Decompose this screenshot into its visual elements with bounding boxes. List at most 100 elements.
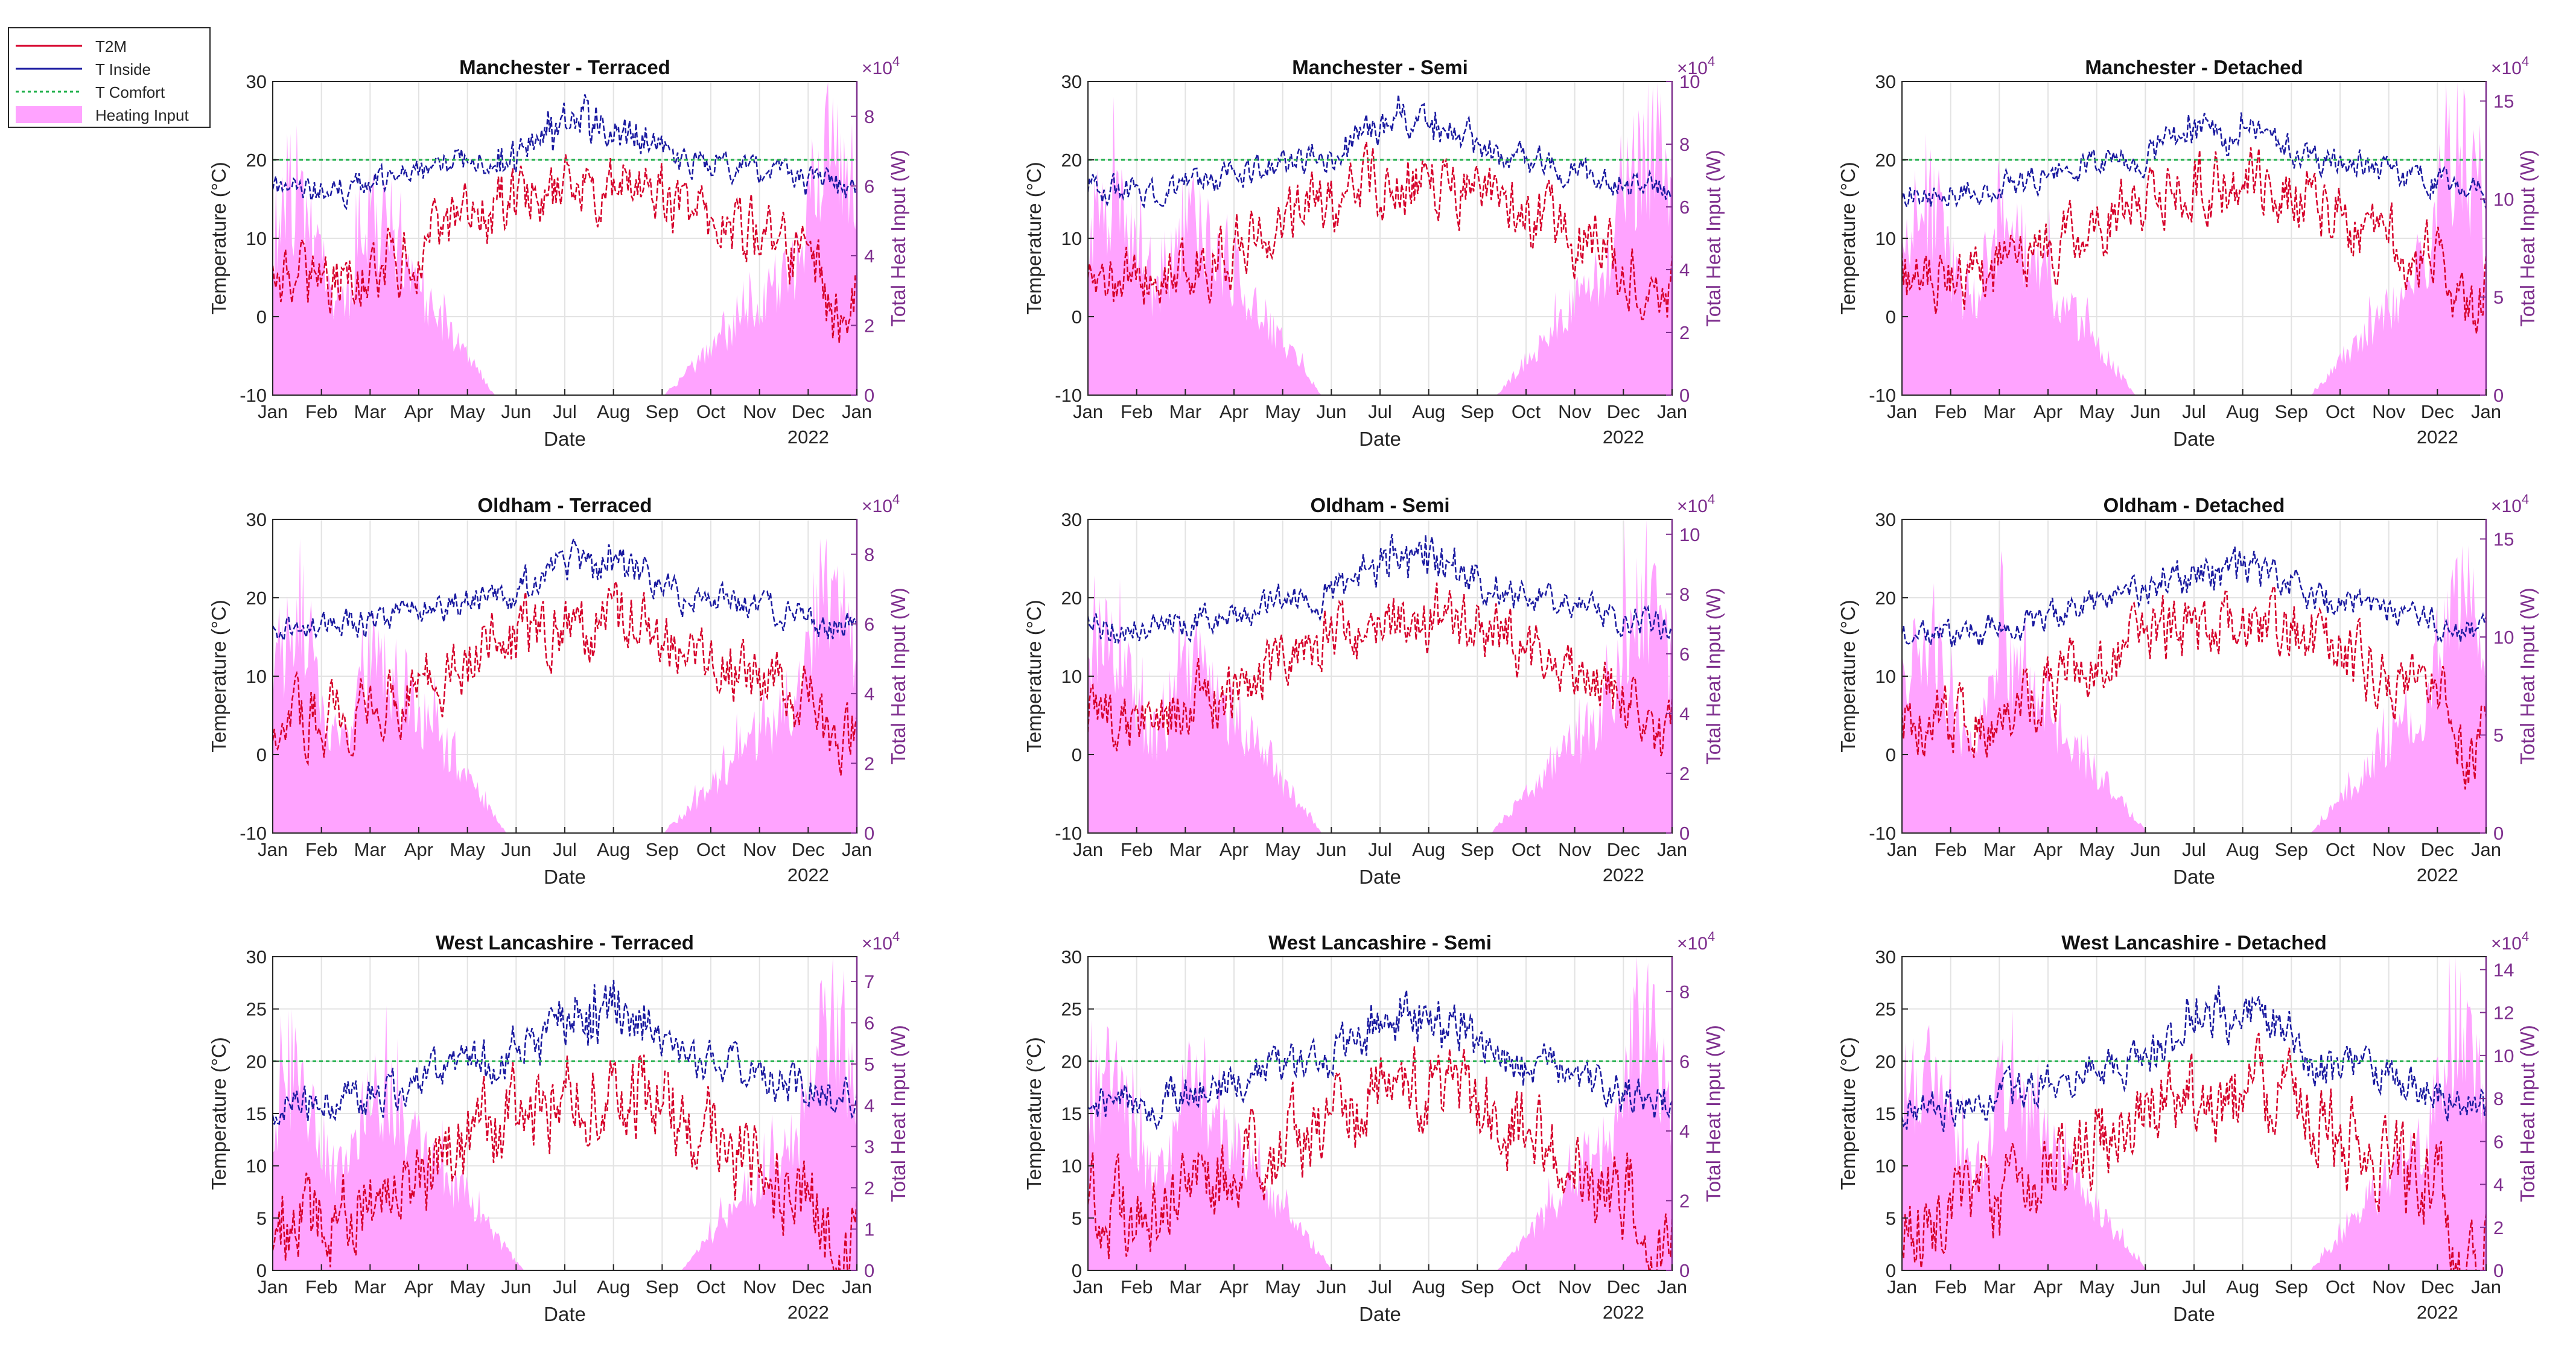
y2-tick-label: 0 bbox=[1679, 385, 1690, 406]
temperature-series bbox=[1902, 112, 2486, 334]
y-tick-label: 0 bbox=[1886, 1260, 1896, 1281]
y-tick-label: 20 bbox=[246, 1051, 267, 1072]
x-tick-label: Jun bbox=[501, 401, 531, 422]
x-tick-label: Apr bbox=[404, 1276, 433, 1297]
year-label: 2022 bbox=[787, 864, 829, 886]
x-tick-label: Jun bbox=[501, 839, 531, 860]
y2-tick-label: 6 bbox=[1679, 644, 1690, 665]
y2-axis-label: Total Heat Input (W) bbox=[887, 150, 909, 326]
y2-tick-label: 6 bbox=[864, 176, 874, 197]
x-tick-label: Oct bbox=[2326, 839, 2355, 860]
y-tick-label: 30 bbox=[1061, 509, 1082, 530]
x-tick-label: Apr bbox=[1220, 1276, 1248, 1297]
temperature-series bbox=[273, 94, 857, 343]
t-inside-line bbox=[1088, 94, 1672, 209]
t-inside-line bbox=[273, 536, 857, 644]
heating-input-area bbox=[1902, 81, 2486, 395]
y2-tick-label: 4 bbox=[1679, 1121, 1690, 1142]
x-tick-label: Jan bbox=[1657, 839, 1687, 860]
heating-input-series bbox=[273, 81, 857, 395]
x-tick-label: Nov bbox=[1558, 839, 1592, 860]
y-tick-label: 20 bbox=[1061, 1051, 1082, 1072]
x-axis-label: Date bbox=[544, 1303, 586, 1325]
y2-exponent-label: ×104 bbox=[2491, 54, 2529, 78]
y2-tick-label: 0 bbox=[864, 1260, 874, 1281]
x-tick-label: Sep bbox=[646, 401, 679, 422]
x-tick-label: Jan bbox=[2471, 1276, 2501, 1297]
x-tick-label: Nov bbox=[743, 401, 777, 422]
y2-tick-label: 15 bbox=[2493, 91, 2514, 112]
y-axis-label: Temperature (°C) bbox=[1023, 162, 1045, 314]
panel-title: Oldham - Semi bbox=[1310, 494, 1449, 516]
y2-axis-label: Total Heat Input (W) bbox=[2516, 150, 2539, 326]
y-tick-label: 0 bbox=[1886, 744, 1896, 765]
y2-tick-label: 5 bbox=[864, 1054, 874, 1075]
x-tick-label: May bbox=[1265, 401, 1300, 422]
x-tick-label: Dec bbox=[792, 401, 825, 422]
x-tick-label: Jan bbox=[1887, 1276, 1917, 1297]
x-tick-label: Feb bbox=[305, 401, 337, 422]
y2-tick-label: 0 bbox=[2493, 385, 2504, 406]
x-tick-label: Jul bbox=[1368, 839, 1392, 860]
x-tick-label: Aug bbox=[597, 1276, 630, 1297]
heating-input-area bbox=[1902, 957, 2486, 1270]
y2-tick-label: 8 bbox=[2493, 1088, 2504, 1109]
y-tick-label: 20 bbox=[1061, 588, 1082, 609]
heating-input-series bbox=[1088, 957, 1672, 1270]
heating-input-series bbox=[1902, 545, 2486, 833]
x-tick-label: Aug bbox=[1412, 839, 1445, 860]
x-tick-label: Mar bbox=[1169, 401, 1201, 422]
year-label: 2022 bbox=[1603, 426, 1644, 448]
y-tick-label: -10 bbox=[1055, 823, 1082, 844]
x-tick-label: Nov bbox=[2372, 401, 2406, 422]
y-tick-label: 5 bbox=[1886, 1208, 1896, 1229]
exponent-base: ×10 bbox=[2491, 496, 2522, 516]
y2-tick-label: 0 bbox=[864, 385, 874, 406]
x-tick-label: May bbox=[2079, 1276, 2114, 1297]
x-tick-label: Nov bbox=[743, 1276, 777, 1297]
y2-tick-label: 15 bbox=[2493, 529, 2514, 550]
x-tick-label: Apr bbox=[2034, 839, 2062, 860]
x-tick-label: Jun bbox=[2130, 839, 2160, 860]
x-tick-label: Jun bbox=[1316, 839, 1346, 860]
y2-tick-label: 8 bbox=[1679, 981, 1690, 1003]
y2-tick-label: 6 bbox=[864, 1012, 874, 1033]
x-tick-label: Sep bbox=[1461, 839, 1494, 860]
x-tick-label: May bbox=[450, 1276, 485, 1297]
y2-tick-label: 0 bbox=[2493, 1260, 2504, 1281]
y2-tick-label: 8 bbox=[1679, 584, 1690, 605]
x-tick-label: Jan bbox=[1887, 401, 1917, 422]
x-tick-label: May bbox=[1265, 1276, 1300, 1297]
exponent-base: ×10 bbox=[862, 59, 892, 78]
x-tick-label: Sep bbox=[2275, 1276, 2308, 1297]
y-tick-label: 30 bbox=[1061, 946, 1082, 968]
year-label: 2022 bbox=[1603, 864, 1644, 886]
y-tick-label: 10 bbox=[1061, 1156, 1082, 1177]
y-tick-label: -10 bbox=[1869, 385, 1896, 406]
t-inside-line bbox=[1902, 546, 2486, 648]
x-tick-label: Sep bbox=[646, 839, 679, 860]
y2-tick-label: 10 bbox=[1679, 524, 1700, 545]
t2m-line bbox=[1088, 141, 1672, 320]
x-tick-label: Nov bbox=[2372, 839, 2406, 860]
y-tick-label: -10 bbox=[1055, 385, 1082, 406]
y2-tick-label: 8 bbox=[864, 106, 874, 127]
y2-tick-label: 2 bbox=[2493, 1217, 2504, 1238]
x-tick-label: Jan bbox=[2471, 839, 2501, 860]
x-tick-label: Jul bbox=[2182, 839, 2206, 860]
x-tick-label: Jun bbox=[2130, 1276, 2160, 1297]
y-tick-label: -10 bbox=[240, 823, 267, 844]
y2-axis-label: Total Heat Input (W) bbox=[1702, 1025, 1725, 1202]
heating-input-area bbox=[1088, 957, 1672, 1270]
y-tick-label: 0 bbox=[1886, 306, 1896, 328]
y-tick-label: 30 bbox=[246, 71, 267, 92]
y2-exponent-label: ×104 bbox=[2491, 929, 2529, 954]
exponent-base: ×10 bbox=[1677, 496, 1708, 516]
t2m-line bbox=[273, 578, 857, 776]
y-axis-label: Temperature (°C) bbox=[208, 162, 230, 314]
x-tick-label: Aug bbox=[1412, 1276, 1445, 1297]
temperature-series bbox=[1902, 985, 2486, 1270]
